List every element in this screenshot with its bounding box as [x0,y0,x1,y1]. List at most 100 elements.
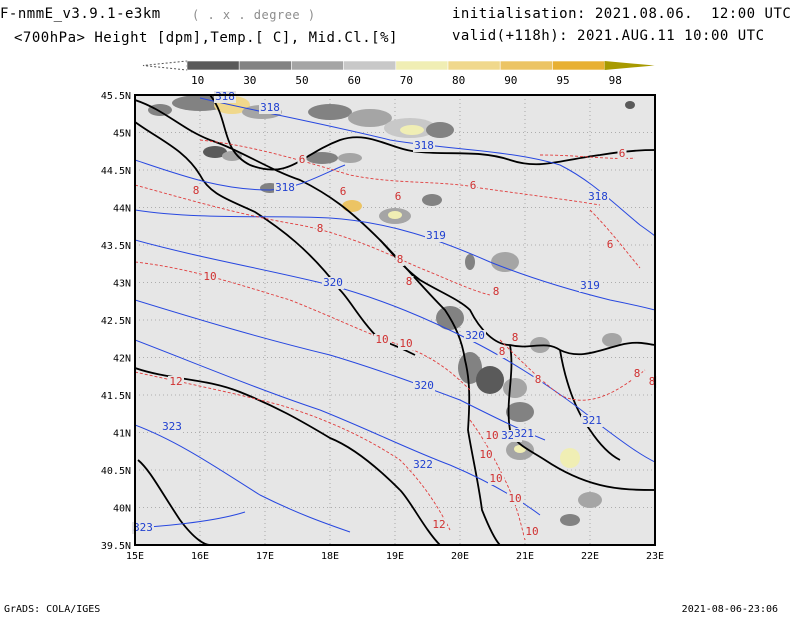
lat-tick-label: 41.5N [101,391,131,402]
height-label: 318 [588,190,608,203]
label-knockout [581,415,603,427]
temperature-label: 6 [299,153,306,166]
label-knockout [605,239,615,251]
lat-tick-label: 41N [113,429,131,440]
label-knockout [431,519,447,531]
label-knockout [587,191,609,203]
variables-title: <700hPa> Height [dpm],Temp.[ C], Mid.Cl.… [14,30,398,46]
label-knockout [202,271,218,283]
label-knockout [395,254,405,266]
valid-label: valid(+118h): [452,28,569,44]
lat-tick-label: 40.5N [101,466,131,477]
lon-tick-label: 23E [646,551,664,562]
label-knockout [398,338,414,350]
lat-tick-label: 45N [113,129,131,140]
temperature-label: 8 [193,184,200,197]
model-title: F-nmmE_v3.9.1-e3km [0,6,161,22]
temperature-label: 8 [317,222,324,235]
label-knockout [161,421,183,433]
label-knockout [425,230,447,242]
lat-tick-label: 40N [113,504,131,515]
label-knockout [374,334,390,346]
height-label: 321 [582,414,602,427]
temp-contour-6 [199,139,601,206]
height-label: 318 [275,181,295,194]
colorbar-label: 80 [452,74,465,87]
label-knockout [484,430,500,442]
label-knockout [579,280,601,292]
temperature-label: 6 [619,147,626,160]
label-knockout [478,449,494,461]
cloud-patch [400,125,424,135]
label-knockout [468,180,478,192]
cloud-patch [476,366,504,394]
label-knockout [617,148,627,160]
temperature-label: 10 [508,492,521,505]
temp-contour-12 [135,371,451,531]
label-knockout [191,185,201,197]
height-contour-318 [135,159,346,191]
label-knockout [338,186,348,198]
temp-contour-8 [135,184,491,296]
height-contour-319 [135,209,655,311]
lon-tick-label: 19E [386,551,404,562]
colorbar-label: 70 [400,74,413,87]
height-contour-323 [135,424,351,533]
height-label: 322 [413,458,433,471]
cloud-patch [308,104,352,120]
label-knockout [168,376,184,388]
label-knockout [322,277,344,289]
temperature-label: 8 [634,367,641,380]
label-knockout [297,154,307,166]
temperature-label: 10 [525,525,538,538]
label-knockout [132,522,154,534]
label-knockout [632,368,642,380]
height-label: 320 [414,379,434,392]
cloud-patch [388,211,402,219]
temp-contour-6 [589,209,641,269]
cloud-patch [560,514,580,526]
cloud-patch [422,194,442,206]
label-knockout [404,276,414,288]
lat-tick-label: 45.5N [101,91,131,102]
label-knockout [488,473,504,485]
colorbar-label: 90 [504,74,517,87]
height-label: 321 [514,427,534,440]
cloud-patch [602,333,622,347]
lon-tick-label: 21E [516,551,534,562]
cloud-patch [578,492,602,508]
cloud-patch [458,352,482,384]
cloud-patch [503,378,527,398]
cloud-patch [348,109,392,127]
italy-south-coastline [135,367,401,491]
lat-tick-label: 43N [113,279,131,290]
lat-tick-label: 42N [113,354,131,365]
cloud-patch [491,252,519,272]
colorbar-label: 30 [243,74,256,87]
lon-tick-label: 18E [321,551,339,562]
temperature-label: 10 [399,337,412,350]
height-label: 318 [414,139,434,152]
height-label: 319 [580,279,600,292]
init-label: initialisation: [452,6,586,22]
footer-credit: GrADS: COLA/IGES [4,604,101,615]
colorbar-label: 10 [191,74,204,87]
lon-tick-label: 22E [581,551,599,562]
cloud-patch [342,200,362,212]
height-label: 318 [215,90,235,103]
temperature-label: 6 [470,179,477,192]
height-label: 318 [260,101,280,114]
temperature-label: 8 [512,331,519,344]
valid-time: 2021.AUG.11 10:00 UTC [577,28,765,44]
projection-label: ( . x . degree ) [192,8,316,22]
label-knockout [393,191,403,203]
temperature-label: 8 [535,373,542,386]
colorbar-label: 50 [295,74,308,87]
temperature-label: 12 [169,375,182,388]
cloud-patch [506,402,534,422]
temperature-label: 6 [607,238,614,251]
temperature-label: 8 [649,375,656,388]
temperature-label: 12 [432,518,445,531]
lon-tick-label: 16E [191,551,209,562]
